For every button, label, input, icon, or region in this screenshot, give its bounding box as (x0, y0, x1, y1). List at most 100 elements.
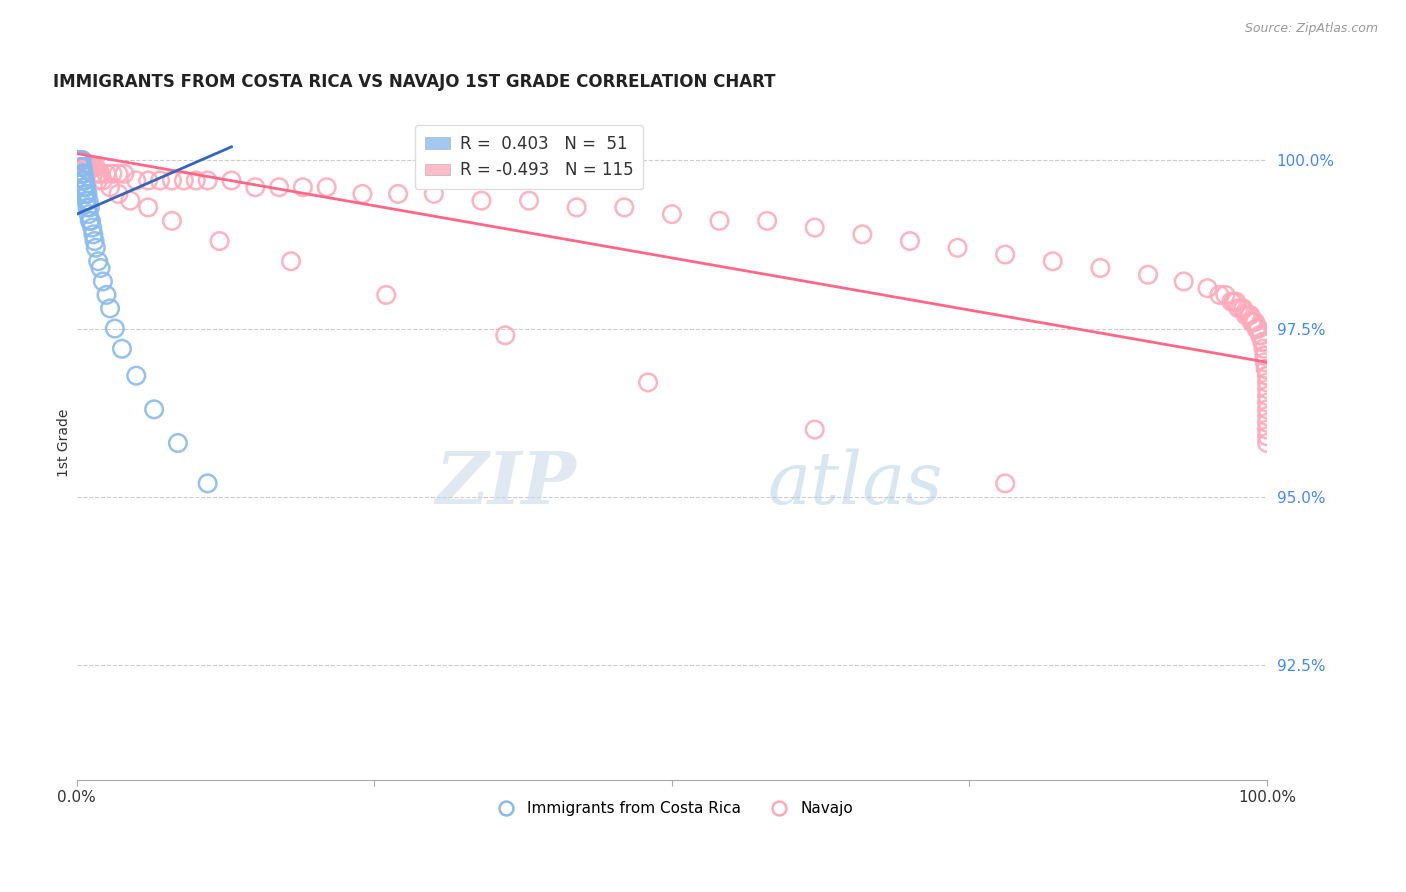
Point (75, 186, 97, 201)
Point (82, 167, 104, 181)
Point (111, 342, 134, 356)
Point (98, 301, 121, 316)
Point (120, 194, 142, 208)
Point (1253, 355, 1275, 369)
Point (76, 186, 98, 201)
Point (1253, 349, 1275, 363)
Point (756, 214, 779, 228)
Point (69, 153, 91, 168)
Point (1250, 328, 1272, 343)
Point (1243, 315, 1265, 329)
Point (75, 186, 97, 201)
Point (709, 214, 731, 228)
Point (1137, 268, 1160, 282)
Point (87, 173, 110, 187)
Point (101, 167, 124, 181)
Point (1253, 342, 1275, 356)
Point (70, 153, 93, 168)
Point (1237, 308, 1260, 322)
Point (91, 275, 114, 289)
Point (994, 247, 1017, 261)
Point (69, 153, 91, 168)
Point (70, 160, 93, 174)
Point (291, 180, 314, 194)
Point (73, 180, 96, 194)
Point (69, 153, 91, 168)
Point (72, 153, 94, 168)
Point (1256, 382, 1278, 396)
Point (803, 220, 825, 235)
Point (72, 167, 94, 181)
Legend: Immigrants from Costa Rica, Navajo: Immigrants from Costa Rica, Navajo (484, 796, 859, 822)
Point (112, 167, 135, 181)
Point (70, 153, 93, 168)
Point (494, 328, 516, 343)
Point (803, 423, 825, 437)
Point (73, 160, 96, 174)
Point (83, 234, 105, 248)
Point (1256, 368, 1278, 383)
Point (946, 241, 969, 255)
Point (136, 201, 159, 215)
Point (104, 321, 127, 335)
Text: ZIP: ZIP (436, 448, 576, 519)
Point (1256, 402, 1278, 417)
Point (75, 173, 97, 187)
Text: atlas: atlas (768, 448, 942, 518)
Point (1234, 308, 1257, 322)
Point (70, 160, 93, 174)
Point (125, 368, 148, 383)
Point (79, 201, 101, 215)
Point (73, 167, 96, 181)
Point (80, 160, 103, 174)
Point (67, 153, 90, 168)
Point (197, 476, 219, 491)
Point (1256, 395, 1278, 409)
Point (96, 167, 118, 181)
Point (1256, 436, 1278, 450)
Point (72, 173, 94, 187)
Point (70, 153, 93, 168)
Point (1244, 315, 1267, 329)
Point (1247, 321, 1270, 335)
Point (75, 180, 97, 194)
Point (352, 186, 374, 201)
Point (125, 173, 148, 187)
Point (1241, 315, 1264, 329)
Point (160, 173, 183, 187)
Point (208, 234, 231, 248)
Point (1227, 301, 1250, 316)
Point (1256, 416, 1278, 430)
Point (423, 186, 446, 201)
Point (149, 173, 172, 187)
Point (1256, 409, 1278, 423)
Point (1232, 301, 1254, 316)
Point (79, 214, 101, 228)
Point (1246, 321, 1268, 335)
Point (1173, 275, 1195, 289)
Point (1208, 288, 1230, 302)
Point (167, 436, 190, 450)
Point (87, 254, 110, 268)
Point (76, 201, 98, 215)
Point (69, 153, 91, 168)
Point (661, 207, 683, 221)
Point (1240, 315, 1263, 329)
Y-axis label: 1st Grade: 1st Grade (58, 409, 72, 477)
Point (1090, 260, 1112, 275)
Point (69, 153, 91, 168)
Point (1256, 376, 1278, 390)
Point (1215, 288, 1237, 302)
Point (280, 254, 302, 268)
Point (73, 173, 96, 187)
Point (70, 167, 93, 181)
Point (73, 173, 96, 187)
Point (107, 167, 129, 181)
Point (72, 167, 94, 181)
Point (72, 160, 94, 174)
Point (994, 476, 1017, 491)
Point (1246, 321, 1268, 335)
Point (67, 153, 90, 168)
Point (87, 167, 110, 181)
Point (75, 180, 97, 194)
